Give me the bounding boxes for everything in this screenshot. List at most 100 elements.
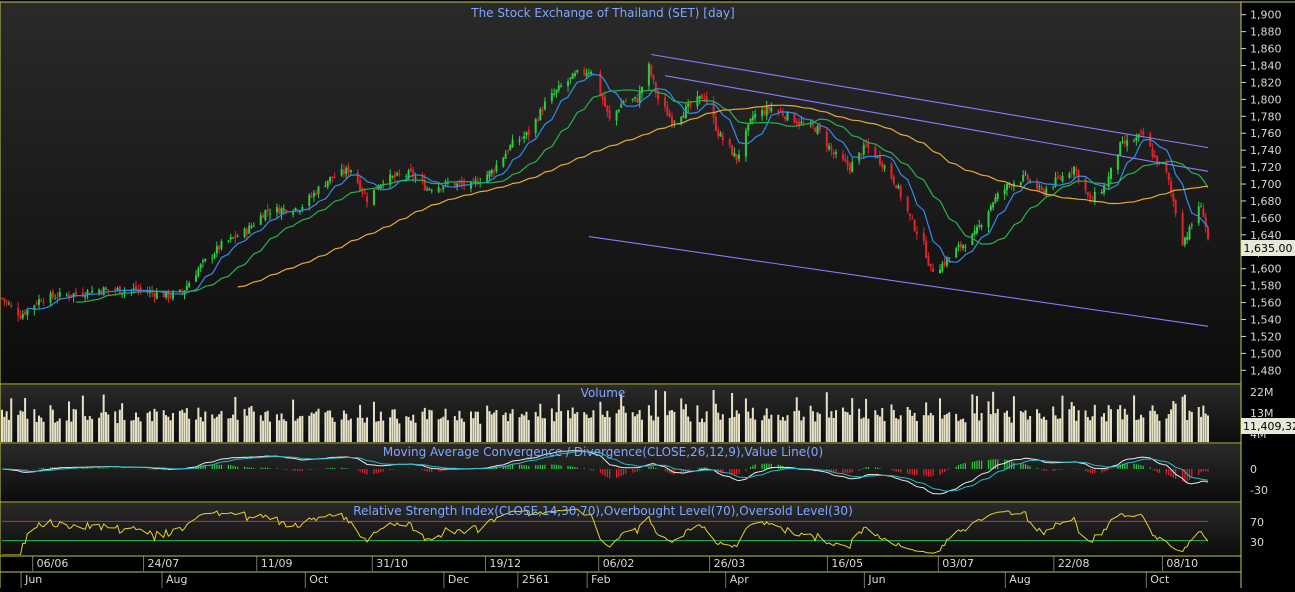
price-tick-label: 1,600 xyxy=(1250,263,1282,276)
volume-bar xyxy=(684,404,687,442)
candle xyxy=(10,301,13,309)
x-date-label: 31/10 xyxy=(376,557,408,570)
candle xyxy=(252,222,255,228)
candle xyxy=(259,212,262,226)
candle xyxy=(848,162,851,175)
volume-bar xyxy=(423,407,426,442)
candle xyxy=(765,100,768,121)
candle xyxy=(236,233,239,238)
candle xyxy=(841,150,844,162)
volume-bar xyxy=(458,410,461,442)
volume-bar xyxy=(719,419,722,442)
candle xyxy=(980,223,983,231)
macd-pane-title: Moving Average Convergence / Divergence(… xyxy=(383,445,823,459)
candle xyxy=(292,209,295,218)
volume-bar xyxy=(169,420,172,442)
volume-bar xyxy=(717,412,720,442)
candle xyxy=(906,195,909,214)
volume-bar xyxy=(391,409,394,442)
volume-bar xyxy=(359,404,362,442)
volume-bar xyxy=(878,416,881,442)
volume-bar xyxy=(151,421,154,442)
price-pane[interactable] xyxy=(0,2,1241,383)
candle xyxy=(1068,171,1071,179)
candle xyxy=(731,144,734,156)
volume-bar xyxy=(650,415,653,442)
volume-bar xyxy=(167,416,170,442)
volume-bar xyxy=(539,403,542,442)
volume-bar xyxy=(809,405,812,442)
volume-bar xyxy=(1059,418,1062,442)
candle xyxy=(1188,225,1191,241)
volume-bar xyxy=(326,410,329,442)
volume-bar xyxy=(590,417,593,442)
candle xyxy=(1170,176,1173,198)
volume-bar xyxy=(673,411,676,442)
volume-bar xyxy=(874,410,877,442)
volume-bar xyxy=(308,415,311,442)
volume-bar xyxy=(315,411,318,442)
price-tick-label: 1,580 xyxy=(1250,280,1282,293)
candle xyxy=(1022,170,1025,183)
volume-bar xyxy=(1207,415,1209,442)
volume-bar xyxy=(333,421,336,442)
candle xyxy=(278,204,281,215)
candle xyxy=(329,176,332,185)
volume-bar xyxy=(818,413,821,442)
candle xyxy=(814,126,817,133)
candle xyxy=(17,302,20,322)
trendline[interactable] xyxy=(651,53,1209,149)
candle xyxy=(957,241,960,252)
candle xyxy=(155,288,158,300)
candle xyxy=(865,138,868,148)
volume-bar xyxy=(832,417,835,442)
volume-bar xyxy=(793,411,796,442)
rsi-pane[interactable] xyxy=(0,503,1241,555)
candle xyxy=(583,66,586,77)
candle xyxy=(835,149,838,159)
volume-bar xyxy=(1040,418,1043,442)
trendline[interactable] xyxy=(664,75,1209,172)
volume-bar xyxy=(312,413,315,442)
rsi-tick-label: 70 xyxy=(1250,516,1264,529)
volume-bar xyxy=(132,420,135,442)
volume-bar xyxy=(929,412,932,442)
candle xyxy=(188,280,191,288)
volume-bar xyxy=(973,413,976,442)
candle xyxy=(340,163,343,177)
volume-bar xyxy=(266,410,269,442)
trendline[interactable] xyxy=(588,235,1209,327)
candle xyxy=(504,150,507,159)
volume-bar xyxy=(165,415,168,442)
candle xyxy=(248,222,251,235)
x-month-label: Feb xyxy=(591,573,610,586)
candle xyxy=(539,107,542,121)
candle xyxy=(761,105,764,121)
candle xyxy=(331,176,334,183)
candle xyxy=(3,297,6,307)
volume-bar xyxy=(1170,409,1173,442)
x-month-label: Apr xyxy=(730,573,750,586)
price-tick-label: 1,900 xyxy=(1250,9,1282,22)
candle xyxy=(1186,231,1189,244)
macd-pane[interactable] xyxy=(0,444,1241,501)
volume-bar xyxy=(299,416,302,442)
volume-bar xyxy=(1123,408,1126,442)
candle xyxy=(42,297,45,306)
candle xyxy=(511,134,514,148)
volume-bar xyxy=(890,404,893,442)
volume-bar xyxy=(553,421,556,442)
volume-bar xyxy=(1167,414,1170,442)
macd-line xyxy=(1,450,1209,495)
candle xyxy=(989,203,992,212)
price-tick-label: 1,880 xyxy=(1250,26,1282,39)
candle xyxy=(426,186,429,192)
volume-bar xyxy=(599,401,602,442)
candle xyxy=(1167,172,1170,186)
candle xyxy=(229,233,232,243)
volume-bar xyxy=(943,415,946,442)
candle xyxy=(1003,184,1006,200)
volume-bar xyxy=(858,408,861,442)
volume-bar xyxy=(123,420,126,442)
candle xyxy=(37,294,40,309)
